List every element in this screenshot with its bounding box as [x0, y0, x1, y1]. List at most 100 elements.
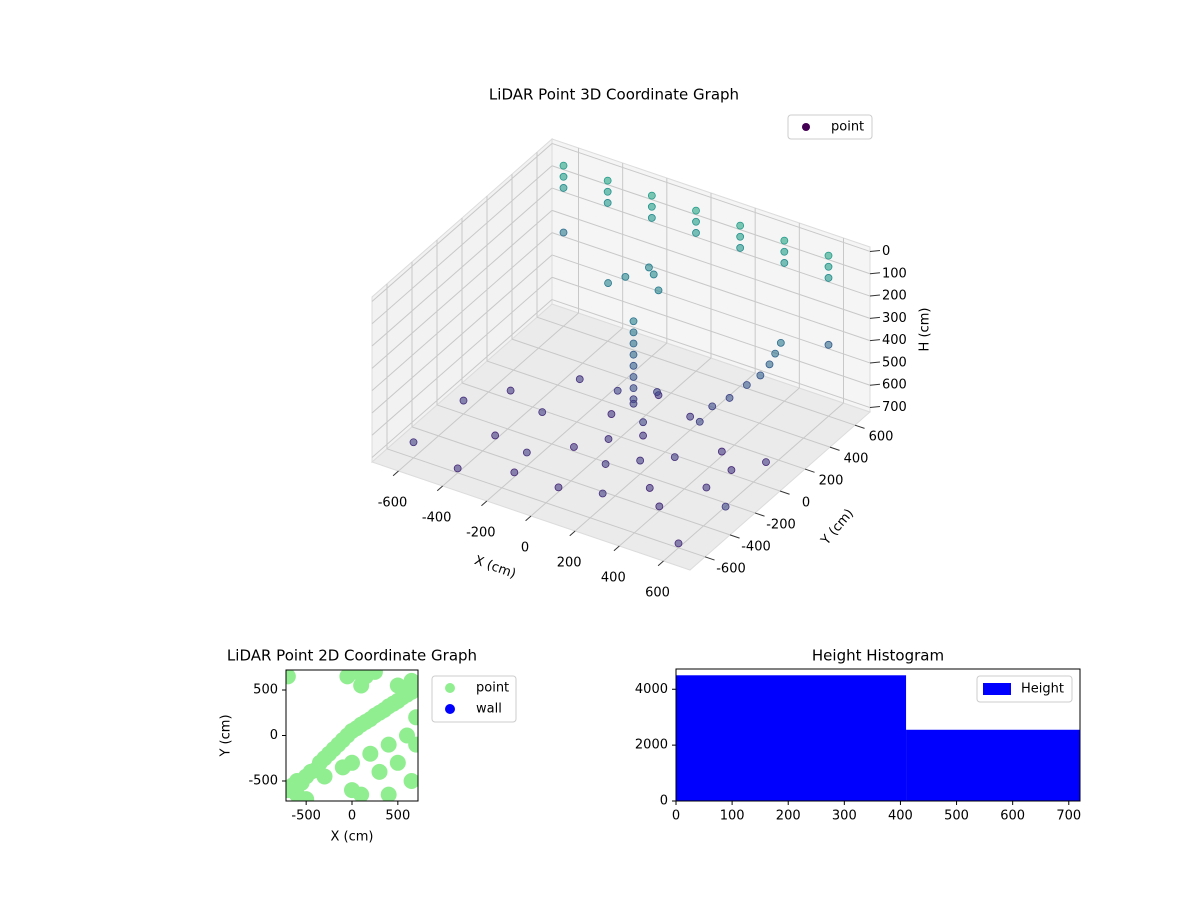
data-point: [353, 677, 370, 694]
z-axis-label: H (cm): [918, 308, 933, 352]
tick-mark: [804, 468, 815, 473]
x-tick-label: 700: [1056, 809, 1081, 824]
legend-label: point: [831, 120, 864, 135]
data-point: [736, 244, 745, 252]
data-point: [645, 484, 654, 492]
x-tick-label: -200: [466, 526, 496, 541]
data-point: [613, 386, 622, 395]
tick-mark: [481, 500, 488, 507]
data-point: [598, 489, 607, 498]
data-point: [554, 483, 563, 492]
data-point: [721, 502, 730, 511]
data-point: [702, 483, 711, 492]
x-tick-label: 200: [776, 809, 801, 824]
tick-mark: [869, 361, 881, 364]
x-tick-label: 100: [720, 809, 745, 824]
data-point: [692, 229, 700, 237]
bar: [906, 729, 1080, 801]
x-axis-label: X (cm): [331, 830, 374, 845]
data-point: [762, 458, 770, 467]
x-tick-label: 200: [557, 556, 582, 571]
grid-line: [436, 404, 756, 514]
tick-mark: [869, 406, 881, 409]
tick-mark: [779, 490, 790, 495]
tick-mark: [829, 446, 840, 451]
data-point: [629, 350, 638, 359]
y-tick-label: 0: [802, 496, 810, 511]
data-point: [409, 438, 418, 447]
legend-marker: [445, 704, 455, 714]
data-point: [717, 447, 726, 456]
data-point: [780, 236, 789, 245]
data-point: [362, 745, 379, 762]
tick-mark: [754, 512, 765, 517]
data-point: [604, 279, 612, 287]
data-point: [780, 259, 789, 267]
legend-marker: [802, 123, 810, 131]
z-tick-label: 100: [882, 266, 907, 281]
data-point: [649, 270, 658, 279]
tick-mark: [729, 534, 740, 539]
data-point: [380, 736, 397, 753]
data-point: [559, 161, 568, 170]
tick-mark: [869, 249, 881, 252]
legend-box: [976, 675, 1073, 703]
y-axis-label: Y (cm): [219, 714, 234, 757]
legend-marker: [983, 683, 1011, 695]
data-point: [736, 232, 745, 241]
z-tick-label: 300: [882, 311, 907, 326]
data-point: [824, 262, 833, 271]
tick-mark: [854, 424, 865, 429]
y-tick-label: -400: [741, 539, 771, 554]
data-point: [639, 431, 647, 440]
data-point: [727, 466, 736, 474]
data-point: [510, 468, 519, 477]
chart-title: LiDAR Point 3D Coordinate Graph: [489, 86, 739, 104]
tick-mark: [869, 294, 881, 297]
grid-line: [371, 232, 553, 392]
tick-mark: [869, 339, 881, 342]
data-point: [695, 417, 704, 426]
data-point: [725, 394, 734, 402]
data-point: [824, 251, 833, 260]
data-point: [629, 384, 638, 393]
data-point: [621, 272, 630, 281]
data-point: [286, 670, 296, 685]
data-point: [601, 460, 610, 468]
data-point: [389, 677, 406, 694]
tick-mark: [436, 485, 443, 492]
data-point: [629, 328, 638, 337]
data-point: [771, 349, 780, 358]
data-point: [639, 418, 647, 427]
data-point: [645, 263, 653, 272]
x-tick-label: 600: [645, 586, 670, 601]
data-point: [491, 431, 500, 440]
data-point: [708, 402, 717, 411]
data-point: [506, 386, 515, 395]
z-tick-label: 200: [882, 289, 907, 304]
grid-line: [551, 142, 871, 252]
tick-mark: [869, 383, 881, 386]
data-point: [692, 217, 700, 226]
data-point: [670, 453, 679, 461]
data-point: [824, 340, 833, 349]
data-point: [559, 184, 568, 192]
plot-area: [286, 670, 418, 801]
legend-label: wall: [476, 702, 502, 717]
x-tick-label: 500: [944, 809, 969, 824]
data-point: [607, 410, 616, 418]
data-point: [603, 199, 612, 207]
data-point: [776, 338, 785, 347]
data-point: [655, 502, 664, 511]
data-point: [570, 443, 578, 451]
z-tick-label: 0: [882, 244, 890, 259]
data-point: [453, 464, 462, 473]
legend-label: point: [476, 681, 509, 696]
data-point: [756, 371, 765, 380]
legend-label: Height: [1021, 682, 1064, 697]
z-tick-label: 500: [882, 355, 907, 370]
z-tick-label: 700: [882, 400, 907, 415]
grid-line: [536, 316, 856, 426]
data-point: [647, 214, 656, 222]
data-point: [674, 539, 683, 548]
